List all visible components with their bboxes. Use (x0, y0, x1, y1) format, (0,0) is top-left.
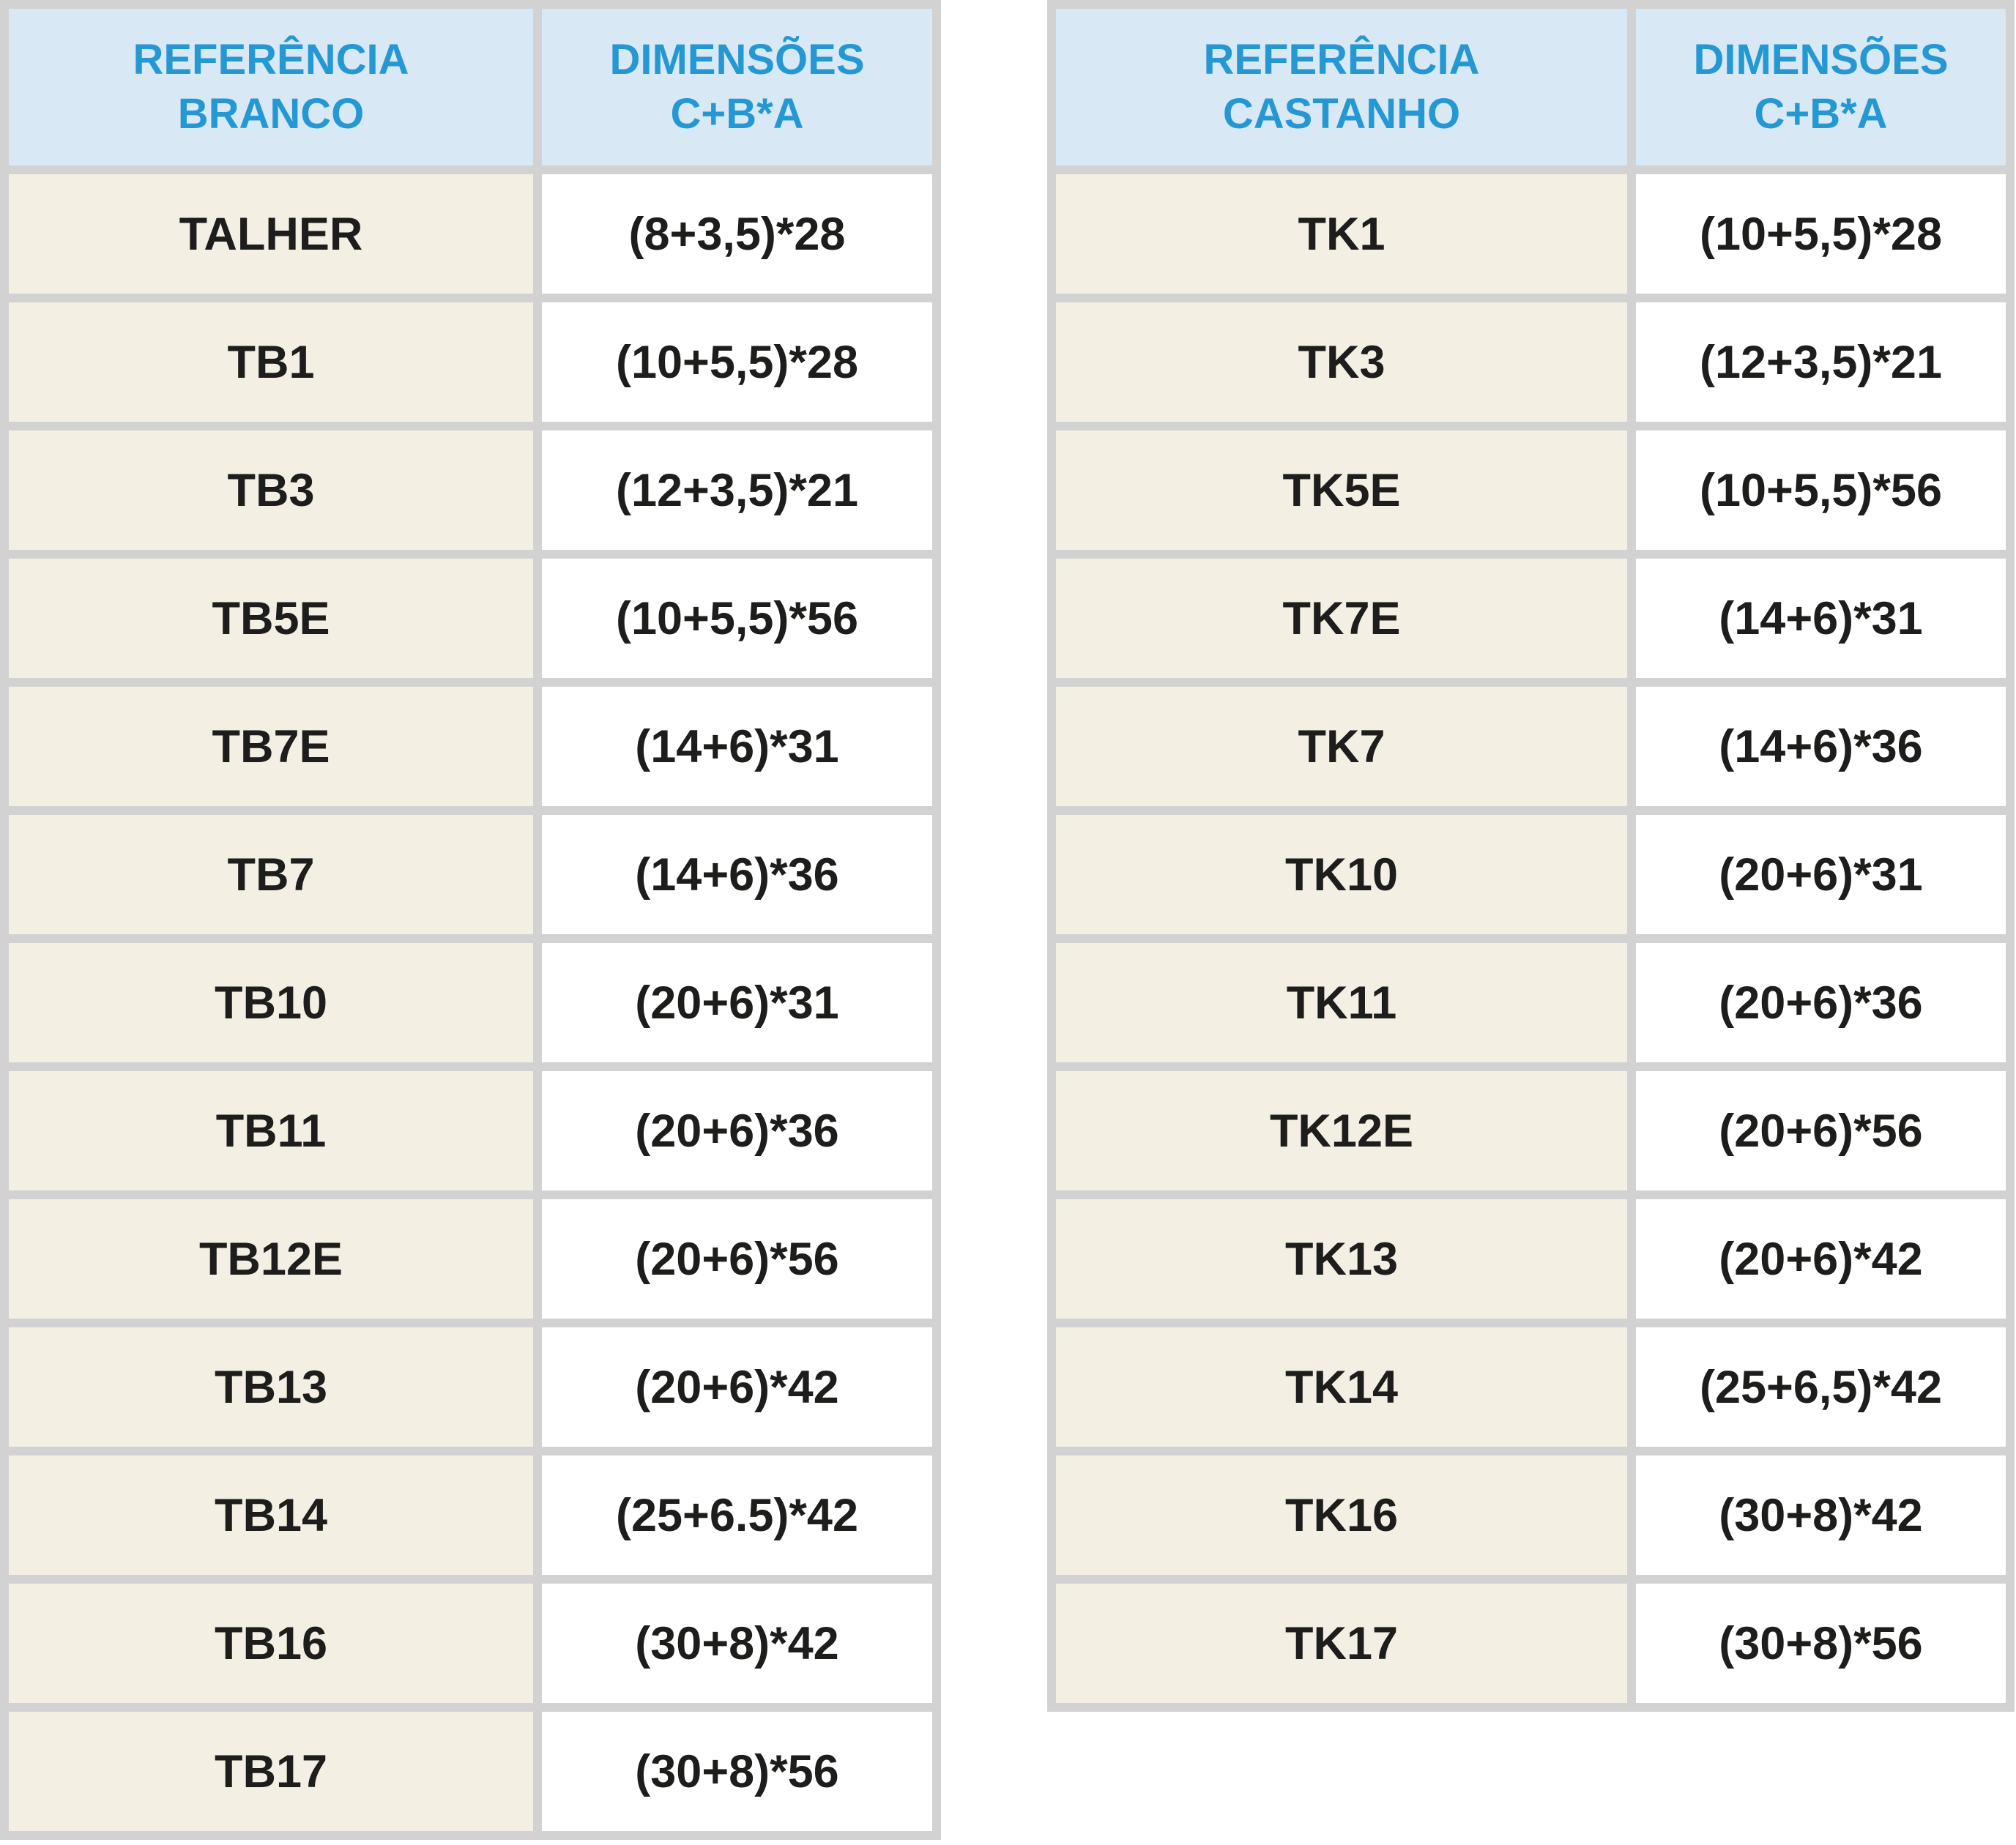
ref-header-cell: REFERÊNCIA CASTANHO (1056, 9, 1627, 165)
ref-cell: TK17 (1056, 1584, 1627, 1703)
dim-cell: (20+6)*31 (542, 943, 932, 1062)
dim-cell: (12+3,5)*21 (542, 430, 932, 550)
dim-cell: (10+5,5)*56 (542, 559, 932, 678)
ref-cell: TK16 (1056, 1456, 1627, 1575)
dim-cell: (20+6)*42 (542, 1327, 932, 1447)
dim-cell: (20+6)*42 (1636, 1199, 2006, 1319)
dim-cell: (10+5,5)*28 (542, 302, 932, 422)
ref-cell: TB17 (9, 1712, 533, 1831)
ref-cell: TK3 (1056, 302, 1627, 422)
dim-cell: (14+6)*36 (1636, 687, 2006, 806)
ref-header-label: REFERÊNCIA CASTANHO (1203, 35, 1480, 138)
ref-cell: TB13 (9, 1327, 533, 1447)
ref-cell: TK11 (1056, 943, 1627, 1062)
dim-cell: (8+3,5)*28 (542, 174, 932, 294)
dim-cell: (20+6)*56 (542, 1199, 932, 1319)
dim-cell: (20+6)*36 (1636, 943, 2006, 1062)
dim-cell: (25+6,5)*42 (1636, 1327, 2006, 1447)
dim-cell: (30+8)*56 (542, 1712, 932, 1831)
ref-header-cell: REFERÊNCIA BRANCO (9, 9, 533, 165)
ref-cell: TB7E (9, 687, 533, 806)
ref-cell: TB1 (9, 302, 533, 422)
dim-cell: (30+8)*56 (1636, 1584, 2006, 1703)
dim-cell: (20+6)*31 (1636, 815, 2006, 934)
dim-cell: (12+3,5)*21 (1636, 302, 2006, 422)
dim-header-label: DIMENSÕES C+B*A (609, 35, 865, 138)
dim-header-cell: DIMENSÕES C+B*A (1636, 9, 2006, 165)
ref-cell: TB16 (9, 1584, 533, 1703)
ref-cell: TB14 (9, 1456, 533, 1575)
dim-cell: (20+6)*56 (1636, 1071, 2006, 1190)
ref-cell: TB12E (9, 1199, 533, 1319)
ref-cell: TK10 (1056, 815, 1627, 934)
ref-cell: TALHER (9, 174, 533, 294)
dim-cell: (14+6)*31 (1636, 559, 2006, 678)
ref-cell: TK1 (1056, 174, 1627, 294)
ref-cell: TB10 (9, 943, 533, 1062)
ref-cell: TB7 (9, 815, 533, 934)
brown-reference-table: REFERÊNCIA CASTANHO DIMENSÕES C+B*A TK1 … (1047, 0, 2015, 1712)
dim-cell: (14+6)*31 (542, 687, 932, 806)
ref-cell: TB11 (9, 1071, 533, 1190)
ref-cell: TK7E (1056, 559, 1627, 678)
ref-cell: TK13 (1056, 1199, 1627, 1319)
ref-cell: TK7 (1056, 687, 1627, 806)
dim-header-cell: DIMENSÕES C+B*A (542, 9, 932, 165)
ref-cell: TK14 (1056, 1327, 1627, 1447)
ref-cell: TK12E (1056, 1071, 1627, 1190)
dim-cell: (25+6.5)*42 (542, 1456, 932, 1575)
ref-cell: TB3 (9, 430, 533, 550)
white-reference-table: REFERÊNCIA BRANCO DIMENSÕES C+B*A TALHER… (0, 0, 941, 1840)
dim-cell: (30+8)*42 (1636, 1456, 2006, 1575)
dim-header-label: DIMENSÕES C+B*A (1693, 35, 1949, 138)
dim-cell: (10+5,5)*56 (1636, 430, 2006, 550)
dim-cell: (30+8)*42 (542, 1584, 932, 1703)
dim-cell: (20+6)*36 (542, 1071, 932, 1190)
dim-cell: (10+5,5)*28 (1636, 174, 2006, 294)
dim-cell: (14+6)*36 (542, 815, 932, 934)
ref-header-label: REFERÊNCIA BRANCO (133, 35, 409, 138)
ref-cell: TK5E (1056, 430, 1627, 550)
ref-cell: TB5E (9, 559, 533, 678)
